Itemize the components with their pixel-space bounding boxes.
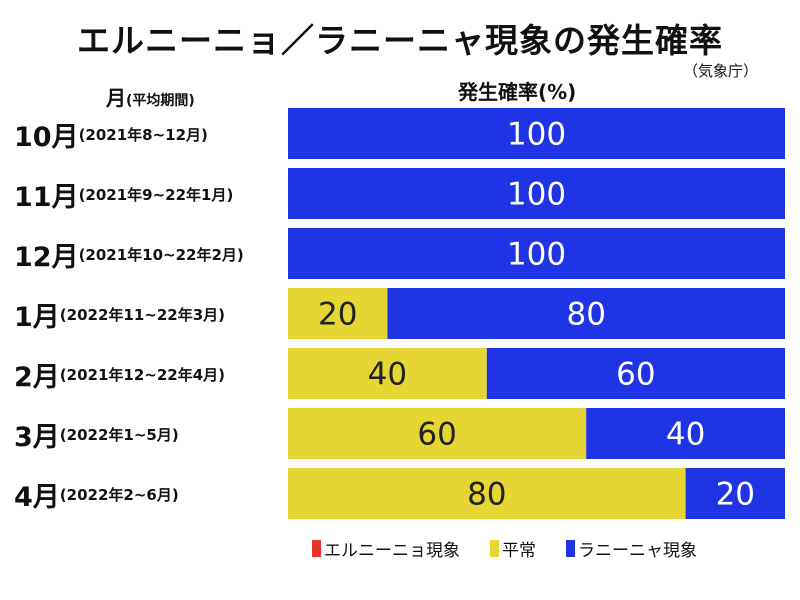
bar-segment xyxy=(288,228,785,279)
y-axis-title-main: 月 xyxy=(106,86,126,110)
legend-item-la-nina: ラニーニャ現象 xyxy=(566,536,697,561)
data-label: 100 xyxy=(507,237,566,273)
category-month: 10月 xyxy=(14,121,79,153)
bar-segment xyxy=(387,288,785,339)
category-label: 2月 (2021年12~22年4月) xyxy=(14,348,225,400)
legend-label-la-nina: ラニーニャ現象 xyxy=(578,541,697,561)
bar-segment xyxy=(288,348,487,399)
legend-swatch-la-nina xyxy=(566,540,575,557)
legend-item-normal: 平常 xyxy=(490,536,536,561)
bar-segment xyxy=(586,408,785,459)
category-label: 3月 (2022年1~5月) xyxy=(14,408,179,460)
data-label: 40 xyxy=(666,417,705,453)
category-month: 1月 xyxy=(14,301,60,333)
category-period: (2022年11~22年3月) xyxy=(59,305,226,324)
bar-segment xyxy=(288,168,785,219)
category-label: 12月 (2021年10~22年2月) xyxy=(14,228,244,280)
data-label: 60 xyxy=(417,417,456,453)
category-month: 2月 xyxy=(14,361,60,393)
category-month: 4月 xyxy=(14,481,60,513)
legend-label-el-nino: エルニーニョ現象 xyxy=(324,541,460,561)
category-period: (2021年10~22年2月) xyxy=(78,245,244,264)
bar-segment xyxy=(486,348,785,399)
category-month: 11月 xyxy=(14,181,79,213)
category-period: (2021年8~12月) xyxy=(78,125,208,144)
data-label: 80 xyxy=(566,297,605,333)
category-label: 1月 (2022年11~22年3月) xyxy=(14,288,225,340)
category-month: 3月 xyxy=(14,421,60,453)
source-label: （気象庁） xyxy=(682,62,758,80)
y-axis-title-paren: (平均期間) xyxy=(126,93,195,109)
data-label: 100 xyxy=(507,177,566,213)
x-axis-title: 発生確率(%) xyxy=(458,80,577,104)
category-period: (2021年12~22年4月) xyxy=(59,365,226,384)
legend-item-el-nino: エルニーニョ現象 xyxy=(312,536,460,561)
category-label: 4月 (2022年2~6月) xyxy=(14,468,179,520)
bar-segment xyxy=(288,288,388,339)
legend-swatch-normal xyxy=(490,540,499,557)
category-period: (2021年9~22年1月) xyxy=(78,185,234,204)
category-period: (2022年2~6月) xyxy=(59,485,179,504)
bar-segment xyxy=(288,468,686,519)
data-label: 20 xyxy=(318,297,357,333)
data-label: 40 xyxy=(368,357,407,393)
legend-label-normal: 平常 xyxy=(502,541,536,561)
data-label: 60 xyxy=(616,357,655,393)
chart-title: エルニーニョ／ラニーニャ現象の発生確率 xyxy=(77,21,723,60)
category-label: 10月 (2021年8~12月) xyxy=(14,108,208,160)
data-label: 100 xyxy=(507,117,566,153)
bar-segment xyxy=(685,468,785,519)
category-label: 11月 (2021年9~22年1月) xyxy=(14,168,233,220)
data-label: 20 xyxy=(716,477,755,513)
category-period: (2022年1~5月) xyxy=(59,425,179,444)
legend: エルニーニョ現象 平常 ラニーニャ現象 xyxy=(312,536,697,561)
category-month: 12月 xyxy=(14,241,79,273)
data-label: 80 xyxy=(467,477,506,513)
bar-segment xyxy=(288,108,785,159)
y-axis-title: 月(平均期間) xyxy=(106,82,195,111)
legend-swatch-el-nino xyxy=(312,540,321,557)
bar-segment xyxy=(288,408,587,459)
